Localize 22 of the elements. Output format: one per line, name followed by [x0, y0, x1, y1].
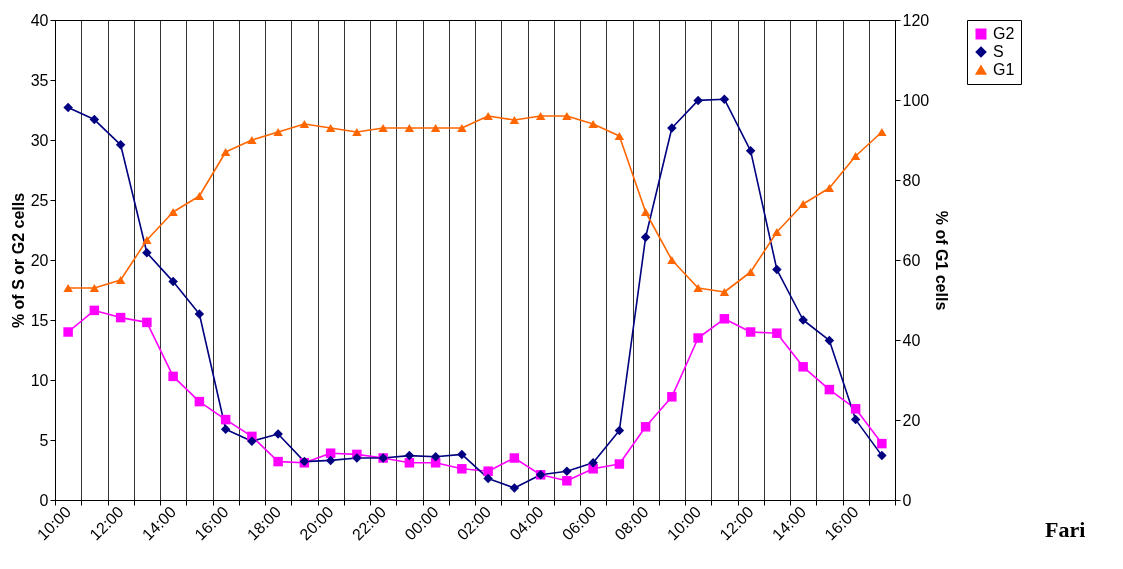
y-tick-label: 25: [30, 191, 49, 209]
y2-tick-label: 80: [902, 171, 921, 189]
y2-tick-label: 60: [902, 251, 921, 269]
legend-label: S: [993, 43, 1004, 60]
legend-label: G1: [993, 61, 1015, 78]
y-tick-label: 15: [30, 311, 49, 329]
y-tick-label: 10: [30, 371, 49, 389]
y-tick-label: 30: [30, 131, 49, 149]
y-tick-label: 0: [39, 491, 49, 509]
y2-tick-label: 20: [902, 411, 921, 429]
y-axis-title: % of S or G2 cells: [9, 192, 27, 329]
y2-tick-label: 40: [902, 331, 921, 349]
y2-tick-label: 120: [902, 11, 930, 29]
legend-label: G2: [993, 25, 1015, 42]
y-tick-label: 35: [30, 71, 49, 89]
y2-axis-title: % of G1 cells: [933, 210, 951, 311]
y-tick-label: 40: [30, 11, 49, 29]
text: Fari: [1045, 517, 1086, 542]
y-tick-label: 5: [39, 431, 49, 449]
y2-tick-label: 0: [902, 491, 912, 509]
y2-tick-label: 100: [902, 91, 930, 109]
y-tick-label: 20: [30, 251, 49, 269]
